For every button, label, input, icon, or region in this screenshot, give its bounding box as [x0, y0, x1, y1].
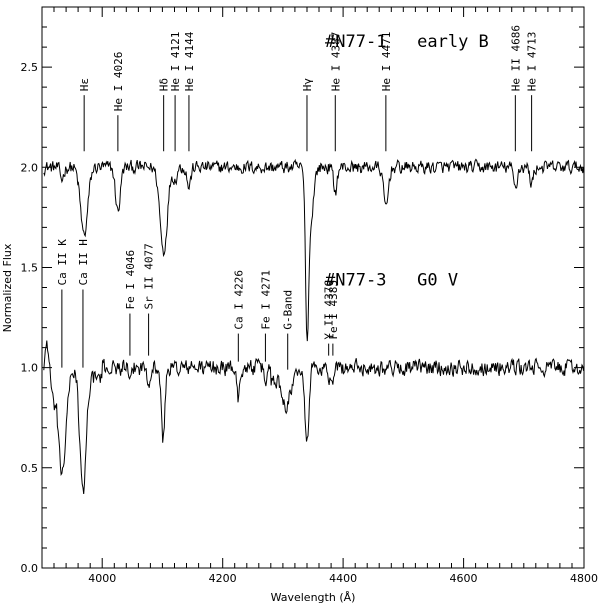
annotation-label: He I 4144	[183, 31, 196, 91]
annotation-label: Fe I 4046	[124, 250, 137, 310]
annotation-label: Ca I 4226	[232, 270, 245, 330]
annotation-label: Sr II 4077	[143, 243, 156, 309]
x-axis-label: Wavelength (Å)	[271, 591, 356, 604]
x-tick-label: 4200	[209, 572, 237, 585]
y-tick-label: 2.5	[21, 61, 39, 74]
annotation-label: Y II 4376	[323, 280, 336, 340]
x-tick-label: 4800	[570, 572, 598, 585]
spectrum-series-group	[43, 158, 584, 495]
spectrum-title-n77-1: #N77-1 early B	[325, 32, 489, 52]
annotation-label: G-Band	[282, 290, 295, 330]
x-tick-label: 4400	[329, 572, 357, 585]
annotation-label: He I 4121	[169, 32, 182, 92]
x-tick-label: 4600	[450, 572, 478, 585]
y-tick-label: 2.0	[21, 161, 39, 174]
y-tick-label: 0.5	[21, 462, 39, 475]
y-tick-label: 0.0	[21, 562, 39, 575]
spectrum-line-n77-3	[43, 340, 584, 495]
annotation-label: Ca II K	[56, 239, 69, 286]
spectrum-titles: #N77-1 early B #N77-3 G0 V	[325, 32, 489, 290]
annotation-label: Hγ	[301, 78, 314, 92]
y-tick-label: 1.5	[21, 261, 39, 274]
spectrum-title-n77-3: #N77-3 G0 V	[325, 270, 458, 290]
y-tick-label: 1.0	[21, 362, 39, 375]
annotation-label: Hδ	[158, 78, 171, 91]
annotation-label: Hε	[78, 78, 91, 91]
y-axis-label: Normalized Flux	[1, 243, 14, 332]
annotation-label: He I 4026	[112, 52, 125, 112]
annotation-label: He I 4713	[526, 32, 539, 92]
spectrum-line-n77-1	[43, 158, 584, 342]
annotation-label: He I 4471	[380, 32, 393, 92]
x-tick-label: 4000	[88, 572, 116, 585]
annotation-label: Fe I 4383	[327, 280, 340, 340]
annotation-label: Ca II H	[77, 239, 90, 285]
annotation-label: Fe I 4271	[259, 270, 272, 330]
annotation-label: He II 4686	[509, 25, 522, 91]
axis-tick-labels: 4000 4200 4400 4600 4800 0.0 0.5 1.0 1.5 2.0 2.5	[21, 61, 599, 585]
annotation-label: He I 4387	[329, 32, 342, 92]
